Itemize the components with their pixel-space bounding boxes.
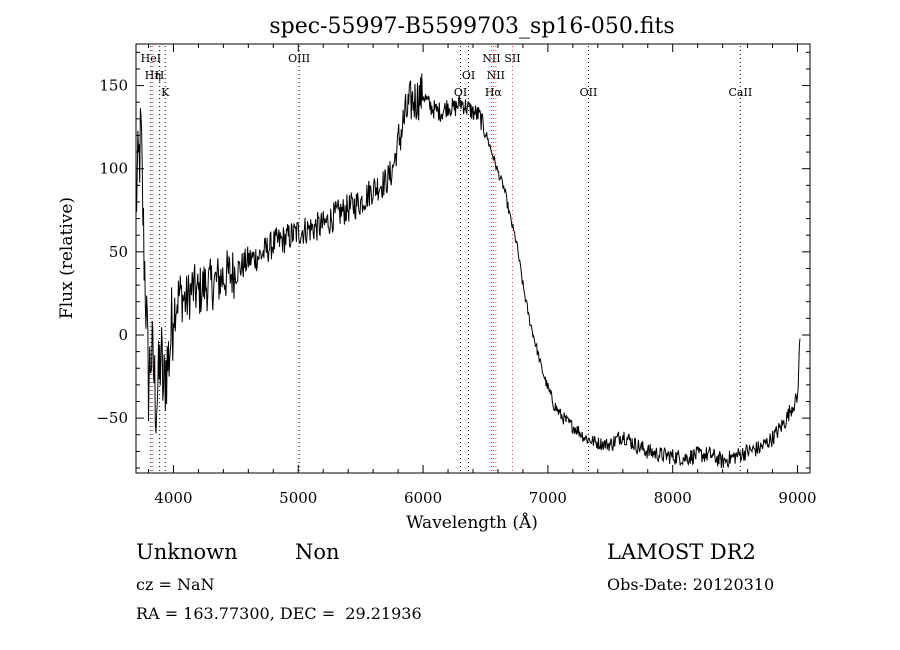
y-axis-label: Flux (relative) <box>57 197 77 319</box>
obs-date-label: Obs-Date: 20120310 <box>607 575 775 594</box>
marker-label: OII <box>580 86 598 99</box>
marker-label: SII <box>504 52 520 65</box>
marker-label: OI <box>454 86 467 99</box>
marker-label: NII <box>487 69 505 82</box>
y-tick-label: 0 <box>118 326 128 344</box>
spectrum-line <box>135 73 801 469</box>
marker-label: OI <box>462 69 475 82</box>
marker-label: NII <box>482 52 500 65</box>
x-axis-label: Wavelength (Å) <box>406 512 538 533</box>
y-tick-label: 50 <box>109 243 128 261</box>
survey-label: LAMOST DR2 <box>607 540 756 564</box>
spectrum-series <box>135 73 801 469</box>
axes: 4000 5000 6000 7000 8000 9000 −50 0 50 100 150 <box>96 44 817 507</box>
chart-title: spec-55997-B5599703_sp16-050.fits <box>269 14 674 39</box>
subclass-label: Non <box>295 540 340 564</box>
x-tick-label: 9000 <box>778 489 816 507</box>
cz-label: cz = NaN <box>136 575 215 594</box>
x-tick-label: 7000 <box>529 489 567 507</box>
x-tick-label: 6000 <box>404 489 442 507</box>
y-tick-label: 150 <box>99 77 128 95</box>
x-tick-label: 8000 <box>654 489 692 507</box>
marker-label: H <box>155 69 165 82</box>
marker-label: K <box>161 86 170 99</box>
marker-label: Hα <box>485 86 503 99</box>
class-label: Unknown <box>136 540 238 564</box>
marker-label: OIII <box>288 52 310 65</box>
y-tick-label: −50 <box>96 409 128 427</box>
marker-label: Hη <box>145 69 161 82</box>
marker-label: HeI <box>141 52 161 65</box>
y-tick-label: 100 <box>99 160 128 178</box>
x-tick-label: 4000 <box>154 489 192 507</box>
marker-label: CaII <box>729 86 753 99</box>
x-tick-label: 5000 <box>279 489 317 507</box>
coordinates-label: RA = 163.77300, DEC = 29.21936 <box>136 604 422 623</box>
